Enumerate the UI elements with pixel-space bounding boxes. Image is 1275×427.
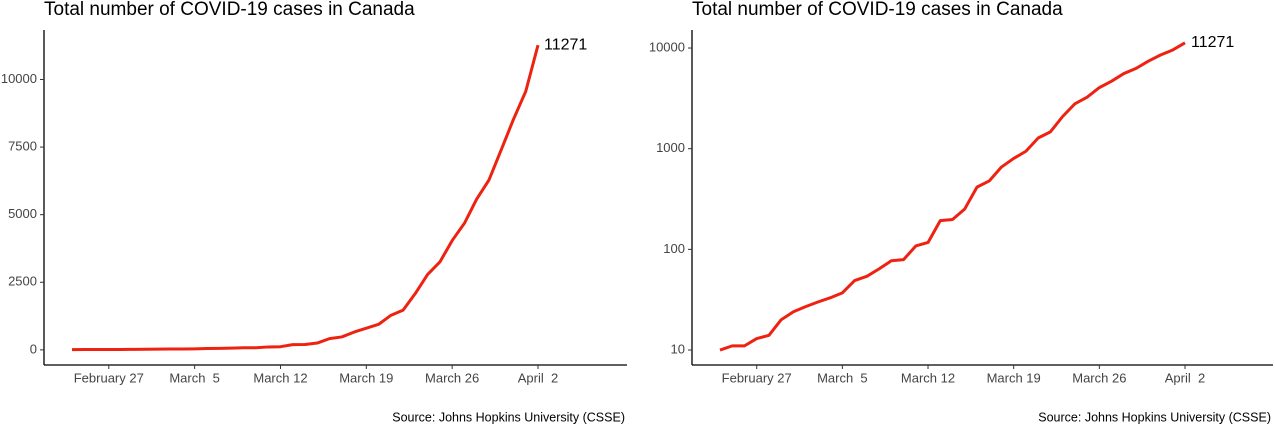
y-tick-label: 100 xyxy=(663,241,685,256)
x-tick-label: March 5 xyxy=(169,370,220,385)
caption: Source: Johns Hopkins University (CSSE) xyxy=(392,410,625,424)
y-tick-label: 5000 xyxy=(8,206,37,221)
x-tick-label: March 26 xyxy=(1072,370,1126,385)
chart-title: Total number of COVID-19 cases in Canada xyxy=(44,0,415,20)
x-tick-label: April 2 xyxy=(1165,370,1205,385)
end-label: 11271 xyxy=(1191,34,1234,51)
x-tick-label: April 2 xyxy=(518,370,558,385)
data-line xyxy=(719,41,1186,352)
y-tick-label: 1000 xyxy=(656,140,685,155)
x-tick-label: February 27 xyxy=(74,370,144,385)
y-tick-label: 10000 xyxy=(1,71,37,86)
y-tick-label: 7500 xyxy=(8,139,37,154)
x-tick-label: March 12 xyxy=(901,370,955,385)
caption: Source: Johns Hopkins University (CSSE) xyxy=(1038,410,1271,424)
y-tick-label: 10 xyxy=(671,341,685,356)
x-tick-label: March 19 xyxy=(987,370,1041,385)
y-tick-label: 10000 xyxy=(649,39,685,54)
y-tick-label: 0 xyxy=(30,341,37,356)
end-label: 11271 xyxy=(544,36,587,53)
x-tick-label: March 5 xyxy=(817,370,868,385)
chart-title: Total number of COVID-19 cases in Canada xyxy=(692,0,1063,20)
x-tick-label: March 12 xyxy=(253,370,307,385)
data-line xyxy=(71,44,540,352)
x-tick-label: February 27 xyxy=(722,370,792,385)
y-tick-label: 2500 xyxy=(8,274,37,289)
x-tick-label: March 19 xyxy=(339,370,393,385)
x-tick-label: March 26 xyxy=(425,370,479,385)
